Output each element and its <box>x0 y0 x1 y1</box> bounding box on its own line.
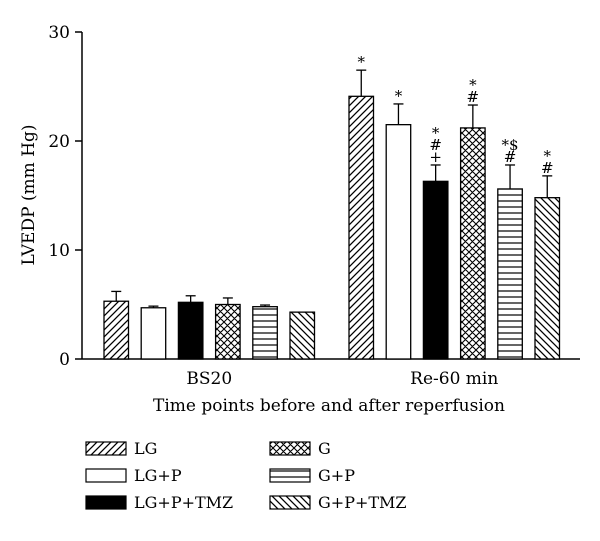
significance-mark: *$ <box>502 136 519 154</box>
legend-label: LG <box>134 439 157 458</box>
legend: LG LG+P LG+P+TMZ G G+P G+P+TMZ <box>85 439 407 512</box>
x-tick-label: BS20 <box>186 369 232 389</box>
significance-mark: * <box>469 76 477 94</box>
significance-mark: # <box>467 88 480 106</box>
annotations: ***#+*#*$# *# <box>358 53 554 177</box>
legend-swatch <box>85 441 127 456</box>
bar <box>385 124 412 360</box>
x-tick-label: Re-60 min <box>410 369 498 389</box>
bar <box>459 127 486 360</box>
significance-mark: + <box>429 148 442 166</box>
bar <box>534 197 561 360</box>
legend-swatch <box>269 441 311 456</box>
legend-label: G <box>318 439 331 458</box>
legend-label: G+P+TMZ <box>318 493 407 512</box>
bar <box>422 180 449 360</box>
bar <box>289 311 316 360</box>
significance-mark: * <box>395 87 403 105</box>
bar <box>103 300 130 360</box>
legend-label: LG+P+TMZ <box>134 493 233 512</box>
legend-swatch <box>85 495 127 510</box>
legend-swatch <box>269 468 311 483</box>
bar <box>348 95 375 360</box>
legend-label: G+P <box>318 466 355 485</box>
legend-label: LG+P <box>134 466 182 485</box>
significance-mark: # <box>541 159 554 177</box>
y-axis-label: LVEDP (mm Hg) <box>19 124 39 265</box>
bar <box>252 306 278 360</box>
significance-mark: * <box>358 53 366 71</box>
legend-swatch <box>85 468 127 483</box>
bars <box>103 69 561 360</box>
bar <box>177 301 204 360</box>
bar <box>497 188 523 360</box>
y-tick-label: 10 <box>48 241 70 261</box>
significance-mark: # <box>504 148 517 166</box>
y-tick-label: 20 <box>48 132 70 152</box>
significance-mark: # <box>429 136 442 154</box>
x-axis-label: Time points before and after reperfusion <box>153 396 505 416</box>
significance-mark: * <box>432 124 440 142</box>
significance-mark: * <box>544 147 552 165</box>
bar <box>214 303 241 360</box>
legend-swatch <box>269 495 311 510</box>
y-tick-label: 30 <box>48 23 70 43</box>
y-tick-label: 0 <box>59 350 70 370</box>
bar <box>140 307 167 360</box>
